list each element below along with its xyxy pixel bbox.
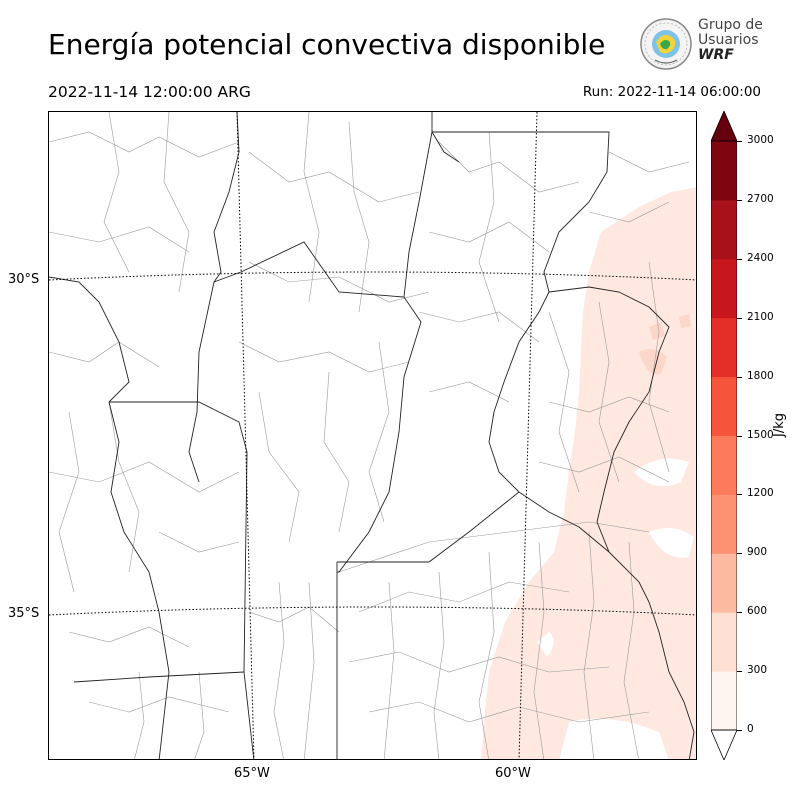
- wrf-group-logo: Grupo de Usuarios WRF: [638, 16, 768, 72]
- colorbar-tick-mark: [737, 317, 742, 319]
- colorbar-band: [711, 435, 737, 495]
- colorbar-tick-label: 1200: [747, 487, 774, 500]
- colorbar: [711, 111, 737, 760]
- cape-field: [481, 187, 696, 759]
- colorbar-band: [711, 317, 737, 378]
- colorbar-tick-mark: [737, 141, 742, 142]
- colorbar-band: [711, 376, 737, 436]
- colorbar-under-triangle: [711, 729, 737, 760]
- colorbar-tick-label: 1800: [747, 369, 774, 382]
- colorbar-tick-label: 600: [747, 605, 768, 618]
- run-time: Run: 2022-11-14 06:00:00: [582, 84, 761, 100]
- logo-line-2: Usuarios: [698, 32, 759, 48]
- colorbar-tick-mark: [737, 199, 742, 201]
- colorbar-tick-mark: [737, 730, 742, 731]
- colorbar-tick-label: 1500: [747, 428, 774, 441]
- logo-line-3: WRF: [698, 47, 734, 63]
- colorbar-tick-mark: [737, 494, 742, 496]
- colorbar-tick-label: 300: [747, 664, 768, 677]
- lat-label-30s: 30°S: [8, 272, 40, 287]
- colorbar-tick-label: 2400: [747, 251, 774, 264]
- globe-logo-icon: [640, 18, 692, 70]
- colorbar-band: [711, 671, 737, 731]
- colorbar-band: [711, 612, 737, 672]
- colorbar-tick-label: 0: [747, 723, 754, 735]
- lon-label-60w: 60°W: [495, 766, 531, 781]
- lat-label-35s: 35°S: [8, 606, 40, 621]
- colorbar-band: [711, 199, 737, 260]
- colorbar-bands: [711, 141, 737, 731]
- colorbar-tick-label: 3000: [747, 134, 774, 146]
- colorbar-band: [711, 258, 737, 319]
- colorbar-tick-mark: [737, 553, 742, 555]
- map-panel: [48, 111, 697, 760]
- valid-time: 2022-11-14 12:00:00 ARG: [48, 83, 251, 101]
- colorbar-band: [711, 494, 737, 554]
- colorbar-unit: J/kg: [772, 413, 787, 437]
- colorbar-tick-mark: [737, 258, 742, 260]
- chart-title: Energía potencial convectiva disponible: [48, 28, 606, 61]
- department-boundaries: [49, 112, 690, 759]
- colorbar-tick-mark: [737, 376, 742, 378]
- colorbar-tick-mark: [737, 612, 742, 614]
- map-svg: [49, 112, 696, 759]
- cape-field-spots: [639, 314, 691, 375]
- colorbar-band: [711, 141, 737, 201]
- colorbar-over-triangle: [711, 111, 737, 142]
- province-boundaries: [49, 112, 695, 759]
- logo-line-1: Grupo de: [698, 17, 763, 33]
- colorbar-tick-label: 2700: [747, 192, 774, 205]
- colorbar-tick-mark: [737, 671, 742, 673]
- colorbar-tick-label: 2100: [747, 310, 774, 323]
- colorbar-tick-label: 900: [747, 546, 768, 559]
- colorbar-tick-mark: [737, 435, 742, 437]
- colorbar-border: [711, 140, 737, 731]
- cape-field-gaps: [537, 458, 694, 759]
- colorbar-band: [711, 553, 737, 613]
- graticule: [49, 112, 696, 759]
- lon-label-65w: 65°W: [234, 766, 270, 781]
